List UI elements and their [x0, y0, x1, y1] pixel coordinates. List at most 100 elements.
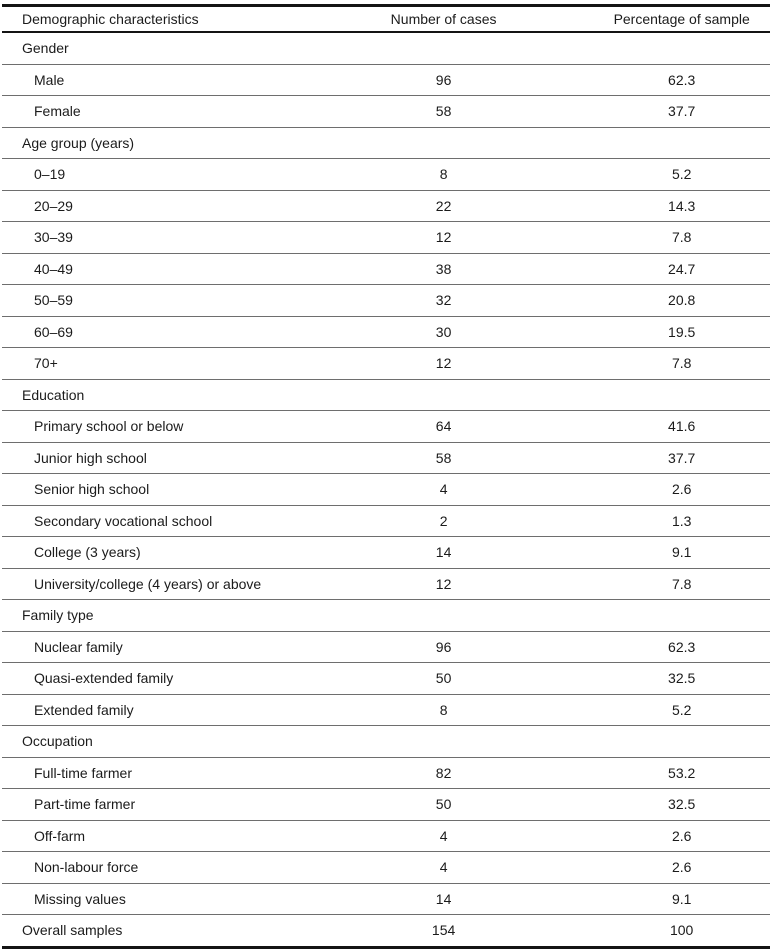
row-label: 70+: [2, 347, 294, 380]
cases-value: [293, 599, 594, 632]
row-label: 50–59: [2, 284, 294, 317]
row-label: Full-time farmer: [2, 757, 294, 789]
row-label: Primary school or below: [2, 410, 294, 443]
table-row: Male 96 62.3: [2, 64, 770, 96]
cases-value: [293, 127, 594, 159]
row-label: Non-labour force: [2, 851, 294, 884]
footer-row: Overall samples 154 100: [2, 915, 770, 948]
table-header: Demographic characteristics Number of ca…: [2, 5, 770, 33]
percentage-value: 24.7: [593, 253, 770, 285]
table-row: 0–19 8 5.2: [2, 158, 770, 191]
percentage-value: 37.7: [593, 442, 770, 474]
row-label: Occupation: [2, 725, 294, 758]
section-row: Education: [2, 379, 770, 411]
table-row: 50–59 32 20.8: [2, 284, 770, 317]
cases-value: 30: [293, 316, 594, 348]
table-row: Extended family 8 5.2: [2, 694, 770, 726]
row-label: 0–19: [2, 158, 294, 191]
percentage-value: 62.3: [593, 631, 770, 663]
row-label: Male: [2, 64, 294, 96]
row-label: Education: [2, 379, 294, 411]
row-label: Extended family: [2, 694, 294, 726]
cases-value: 12: [293, 221, 594, 254]
percentage-value: 9.1: [593, 883, 770, 915]
percentage-value: [593, 127, 770, 159]
column-header-percentage-of-sample: Percentage of sample: [593, 5, 770, 33]
cases-value: 50: [293, 662, 594, 695]
cases-value: 12: [293, 568, 594, 600]
column-header-number-of-cases: Number of cases: [293, 5, 594, 33]
percentage-value: 2.6: [593, 851, 770, 884]
section-row: Occupation: [2, 725, 770, 758]
cases-value: 4: [293, 851, 594, 884]
percentage-value: 5.2: [593, 694, 770, 726]
cases-value: 32: [293, 284, 594, 317]
row-label: Junior high school: [2, 442, 294, 474]
cases-value: 22: [293, 190, 594, 222]
table-row: Full-time farmer 82 53.2: [2, 757, 770, 789]
cases-value: [293, 32, 594, 65]
cases-value: 58: [293, 95, 594, 128]
table-row: Primary school or below 64 41.6: [2, 410, 770, 443]
table-row: Missing values 14 9.1: [2, 883, 770, 915]
percentage-value: 19.5: [593, 316, 770, 348]
percentage-value: 53.2: [593, 757, 770, 789]
table-row: 70+ 12 7.8: [2, 347, 770, 380]
table-row: 20–29 22 14.3: [2, 190, 770, 222]
table-row: Quasi-extended family 50 32.5: [2, 662, 770, 695]
percentage-value: 62.3: [593, 64, 770, 96]
cases-value: 96: [293, 64, 594, 96]
cases-value: 4: [293, 473, 594, 506]
row-label: Nuclear family: [2, 631, 294, 663]
percentage-value: 14.3: [593, 190, 770, 222]
cases-value: 58: [293, 442, 594, 474]
row-label: Missing values: [2, 883, 294, 915]
row-label: Part-time farmer: [2, 788, 294, 821]
percentage-value: [593, 32, 770, 65]
row-label: College (3 years): [2, 536, 294, 569]
table-row: Senior high school 4 2.6: [2, 473, 770, 506]
row-label: 40–49: [2, 253, 294, 285]
percentage-value: 7.8: [593, 347, 770, 380]
percentage-value: 9.1: [593, 536, 770, 569]
row-label: 30–39: [2, 221, 294, 254]
cases-value: 4: [293, 820, 594, 852]
table-row: Nuclear family 96 62.3: [2, 631, 770, 663]
row-label: Female: [2, 95, 294, 128]
percentage-value: [593, 379, 770, 411]
percentage-value: 2.6: [593, 820, 770, 852]
row-label: 20–29: [2, 190, 294, 222]
table-row: University/college (4 years) or above 12 7…: [2, 568, 770, 600]
cases-value: 14: [293, 883, 594, 915]
table-row: Female 58 37.7: [2, 95, 770, 128]
row-label: Overall samples: [22, 922, 123, 939]
row-label: Quasi-extended family: [2, 662, 294, 695]
percentage-value: 5.2: [593, 158, 770, 191]
cases-value: 38: [293, 253, 594, 285]
cases-value: 12: [293, 347, 594, 380]
cases-value: 2: [293, 505, 594, 537]
table-row: Junior high school 58 37.7: [2, 442, 770, 474]
cases-value: [293, 379, 594, 411]
cases-value: 154: [431, 922, 456, 939]
percentage-value: 7.8: [593, 221, 770, 254]
cases-value: 14: [293, 536, 594, 569]
section-row: Age group (years): [2, 127, 770, 159]
percentage-value: [593, 725, 770, 758]
percentage-value: 32.5: [593, 788, 770, 821]
section-row: Family type: [2, 599, 770, 632]
table-row: Non-labour force 4 2.6: [2, 851, 770, 884]
percentage-value: 20.8: [593, 284, 770, 317]
percentage-value: 2.6: [593, 473, 770, 506]
column-header-demographic-characteristics: Demographic characteristics: [2, 5, 294, 33]
header-row: Demographic characteristics Number of ca…: [2, 5, 770, 33]
row-label: Senior high school: [2, 473, 294, 506]
table-row: 60–69 30 19.5: [2, 316, 770, 348]
section-row: Gender: [2, 32, 770, 65]
table-row: Part-time farmer 50 32.5: [2, 788, 770, 821]
row-label: 60–69: [2, 316, 294, 348]
table-row: 40–49 38 24.7: [2, 253, 770, 285]
table-body: Gender Male 96 62.3 Female 58 37.7 Age group (y…: [2, 32, 770, 947]
percentage-value: 37.7: [593, 95, 770, 128]
